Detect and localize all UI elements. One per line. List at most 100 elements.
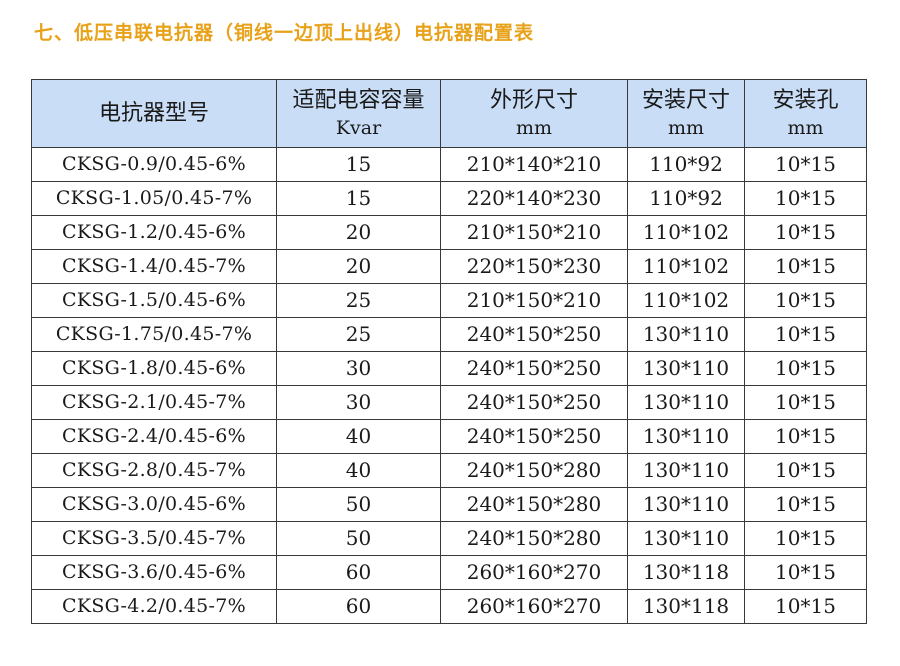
table-row: CKSG-4.2/0.45-7% 60 260*160*270 130*118 10*1… [31, 589, 867, 624]
cell-model: CKSG-3.6/0.45-6% [31, 555, 277, 590]
cell-capacity: 20 [276, 249, 441, 284]
cell-mounting-size: 130*110 [627, 521, 745, 556]
cell-mounting-hole: 10*15 [744, 589, 867, 624]
cell-outline-size: 240*150*280 [440, 487, 628, 522]
table-row: CKSG-1.05/0.45-7% 15 220*140*230 110*92 10*1… [31, 181, 867, 216]
table-row: CKSG-3.5/0.45-7% 50 240*150*280 130*110 10*1… [31, 521, 867, 556]
cell-capacity: 30 [276, 385, 441, 420]
cell-model: CKSG-1.8/0.45-6% [31, 351, 277, 386]
cell-mounting-size: 130*110 [627, 351, 745, 386]
cell-mounting-size: 130*118 [627, 589, 745, 624]
header-label: 安装孔 [772, 87, 839, 113]
cell-outline-size: 220*140*230 [440, 181, 628, 216]
table-row: CKSG-2.4/0.45-6% 40 240*150*250 130*110 10*1… [31, 419, 867, 454]
cell-mounting-hole: 10*15 [744, 249, 867, 284]
cell-outline-size: 240*150*250 [440, 317, 628, 352]
cell-outline-size: 210*150*210 [440, 283, 628, 318]
header-unit: mm [667, 116, 705, 139]
reactor-config-table: 电抗器型号 适配电容容量 Kvar 外形尺寸 mm 安装尺寸 mm 安装孔 mm… [31, 79, 867, 624]
cell-mounting-hole: 10*15 [744, 215, 867, 250]
header-mounting-hole: 安装孔 mm [744, 79, 867, 148]
cell-mounting-hole: 10*15 [744, 555, 867, 590]
cell-mounting-hole: 10*15 [744, 521, 867, 556]
cell-mounting-hole: 10*15 [744, 487, 867, 522]
cell-mounting-hole: 10*15 [744, 351, 867, 386]
cell-outline-size: 240*150*280 [440, 521, 628, 556]
cell-mounting-hole: 10*15 [744, 283, 867, 318]
cell-capacity: 30 [276, 351, 441, 386]
table-row: CKSG-1.2/0.45-6% 20 210*150*210 110*102 10*1… [31, 215, 867, 250]
cell-model: CKSG-4.2/0.45-7% [31, 589, 277, 624]
header-outline-size: 外形尺寸 mm [440, 79, 628, 148]
cell-outline-size: 240*150*250 [440, 419, 628, 454]
cell-mounting-size: 110*92 [627, 147, 745, 182]
table-row: CKSG-0.9/0.45-6% 15 210*140*210 110*92 10*15 [31, 147, 867, 182]
cell-mounting-hole: 10*15 [744, 317, 867, 352]
cell-mounting-size: 130*110 [627, 419, 745, 454]
cell-mounting-hole: 10*15 [744, 147, 867, 182]
cell-capacity: 50 [276, 521, 441, 556]
cell-outline-size: 240*150*280 [440, 453, 628, 488]
header-label: 安装尺寸 [641, 87, 730, 113]
cell-capacity: 15 [276, 181, 441, 216]
cell-capacity: 15 [276, 147, 441, 182]
table-row: CKSG-2.1/0.45-7% 30 240*150*250 130*110 10*1… [31, 385, 867, 420]
cell-mounting-size: 130*118 [627, 555, 745, 590]
cell-capacity: 40 [276, 453, 441, 488]
cell-outline-size: 260*160*270 [440, 589, 628, 624]
cell-outline-size: 240*150*250 [440, 351, 628, 386]
table-row: CKSG-1.75/0.45-7% 25 240*150*250 130*110 10*… [31, 317, 867, 352]
cell-mounting-hole: 10*15 [744, 453, 867, 488]
cell-outline-size: 210*140*210 [440, 147, 628, 182]
header-row: 电抗器型号 适配电容容量 Kvar 外形尺寸 mm 安装尺寸 mm 安装孔 mm [31, 79, 867, 148]
cell-mounting-size: 110*102 [627, 249, 745, 284]
cell-capacity: 20 [276, 215, 441, 250]
cell-model: CKSG-2.1/0.45-7% [31, 385, 277, 420]
table-row: CKSG-3.6/0.45-6% 60 260*160*270 130*118 10*1… [31, 555, 867, 590]
cell-mounting-hole: 10*15 [744, 385, 867, 420]
table-row: CKSG-1.5/0.45-6% 25 210*150*210 110*102 10*1… [31, 283, 867, 318]
header-unit: Kvar [335, 116, 382, 139]
header-capacitor-capacity: 适配电容容量 Kvar [276, 79, 441, 148]
cell-mounting-size: 130*110 [627, 317, 745, 352]
cell-mounting-size: 130*110 [627, 487, 745, 522]
cell-outline-size: 240*150*250 [440, 385, 628, 420]
table-body: CKSG-0.9/0.45-6% 15 210*140*210 110*92 10*15… [31, 147, 867, 624]
cell-capacity: 25 [276, 283, 441, 318]
cell-mounting-hole: 10*15 [744, 181, 867, 216]
table-row: CKSG-3.0/0.45-6% 50 240*150*280 130*110 10*1… [31, 487, 867, 522]
cell-outline-size: 260*160*270 [440, 555, 628, 590]
cell-model: CKSG-2.4/0.45-6% [31, 419, 277, 454]
cell-model: CKSG-0.9/0.45-6% [31, 147, 277, 182]
cell-model: CKSG-3.5/0.45-7% [31, 521, 277, 556]
cell-capacity: 60 [276, 555, 441, 590]
header-label: 电抗器型号 [98, 100, 209, 126]
header-label: 外形尺寸 [489, 87, 578, 113]
cell-model: CKSG-2.8/0.45-7% [31, 453, 277, 488]
cell-capacity: 50 [276, 487, 441, 522]
cell-capacity: 25 [276, 317, 441, 352]
cell-mounting-hole: 10*15 [744, 419, 867, 454]
cell-model: CKSG-1.4/0.45-7% [31, 249, 277, 284]
header-mounting-size: 安装尺寸 mm [627, 79, 745, 148]
cell-model: CKSG-1.75/0.45-7% [31, 317, 277, 352]
cell-mounting-size: 110*102 [627, 215, 745, 250]
cell-mounting-size: 110*102 [627, 283, 745, 318]
header-reactor-model: 电抗器型号 [31, 79, 277, 148]
cell-outline-size: 220*150*230 [440, 249, 628, 284]
header-unit: mm [787, 116, 824, 139]
cell-capacity: 40 [276, 419, 441, 454]
cell-mounting-size: 130*110 [627, 453, 745, 488]
cell-model: CKSG-1.05/0.45-7% [31, 181, 277, 216]
table-row: CKSG-1.4/0.45-7% 20 220*150*230 110*102 10*1… [31, 249, 867, 284]
cell-model: CKSG-1.2/0.45-6% [31, 215, 277, 250]
table-row: CKSG-2.8/0.45-7% 40 240*150*280 130*110 10*1… [31, 453, 867, 488]
cell-model: CKSG-3.0/0.45-6% [31, 487, 277, 522]
cell-mounting-size: 130*110 [627, 385, 745, 420]
cell-outline-size: 210*150*210 [440, 215, 628, 250]
header-label: 适配电容容量 [292, 87, 425, 113]
page-title: 七、低压串联电抗器（铜线一边顶上出线）电抗器配置表 [34, 22, 535, 44]
cell-capacity: 60 [276, 589, 441, 624]
cell-mounting-size: 110*92 [627, 181, 745, 216]
header-unit: mm [515, 116, 553, 139]
